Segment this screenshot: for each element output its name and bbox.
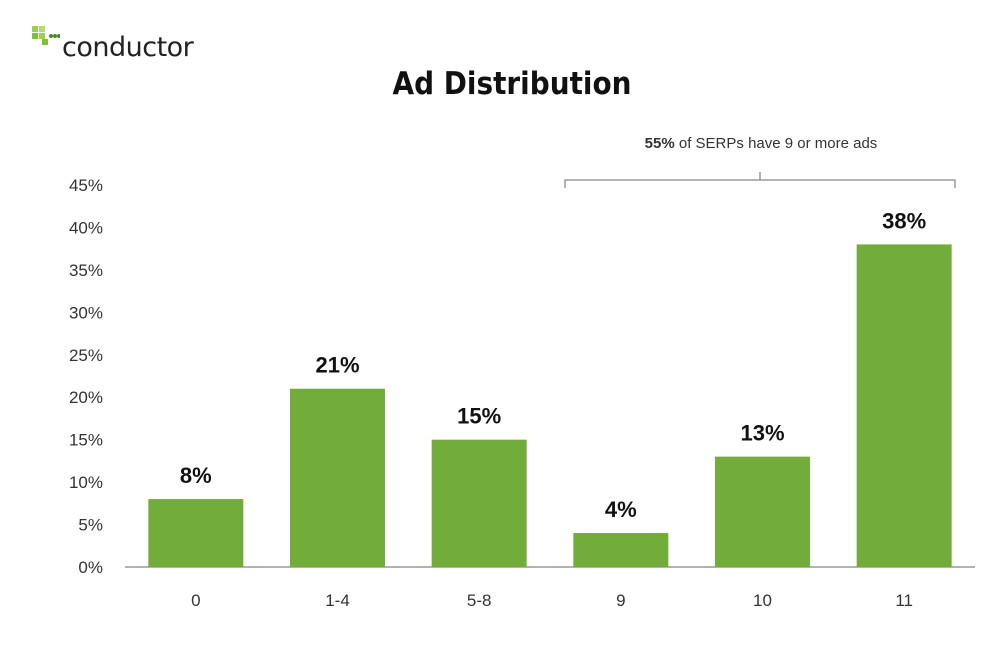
x-tick-label: 11 <box>895 591 913 610</box>
x-tick-label: 10 <box>753 591 772 610</box>
annotation-text: of SERPs have 9 or more ads <box>674 135 878 152</box>
bar <box>715 456 810 567</box>
bar <box>148 499 244 567</box>
x-tick-label: 5-8 <box>467 591 492 610</box>
y-tick-label: 20% <box>69 388 103 407</box>
x-tick-label: 1-4 <box>325 591 350 610</box>
annotation-bracket <box>564 172 956 188</box>
conductor-logo-icon <box>32 26 60 45</box>
data-label: 4% <box>605 497 637 522</box>
y-tick-label: 45% <box>69 176 103 195</box>
y-tick-label: 5% <box>78 516 103 535</box>
data-label: 13% <box>740 421 784 446</box>
chart-title: Ad Distribution <box>392 66 632 102</box>
y-tick-label: 40% <box>69 218 103 237</box>
y-tick-label: 0% <box>78 558 103 577</box>
y-tick-label: 35% <box>69 261 103 280</box>
data-label: 21% <box>315 353 359 378</box>
annotation-bold: 55% <box>644 135 675 152</box>
data-label: 38% <box>882 208 926 233</box>
data-label: 15% <box>457 404 501 429</box>
bar <box>856 244 952 567</box>
bar <box>573 533 669 567</box>
x-tick-label: 9 <box>616 591 625 610</box>
y-tick-label: 10% <box>69 473 103 492</box>
bar <box>290 388 385 567</box>
annotation: 55% of SERPs have 9 or more ads <box>580 135 942 152</box>
data-label: 8% <box>180 463 212 488</box>
bar <box>431 439 527 567</box>
y-tick-label: 30% <box>69 303 103 322</box>
y-tick-label: 15% <box>69 431 103 450</box>
logo-text: conductor <box>62 32 194 63</box>
x-tick-label: 0 <box>191 591 200 610</box>
y-tick-label: 25% <box>69 346 103 365</box>
